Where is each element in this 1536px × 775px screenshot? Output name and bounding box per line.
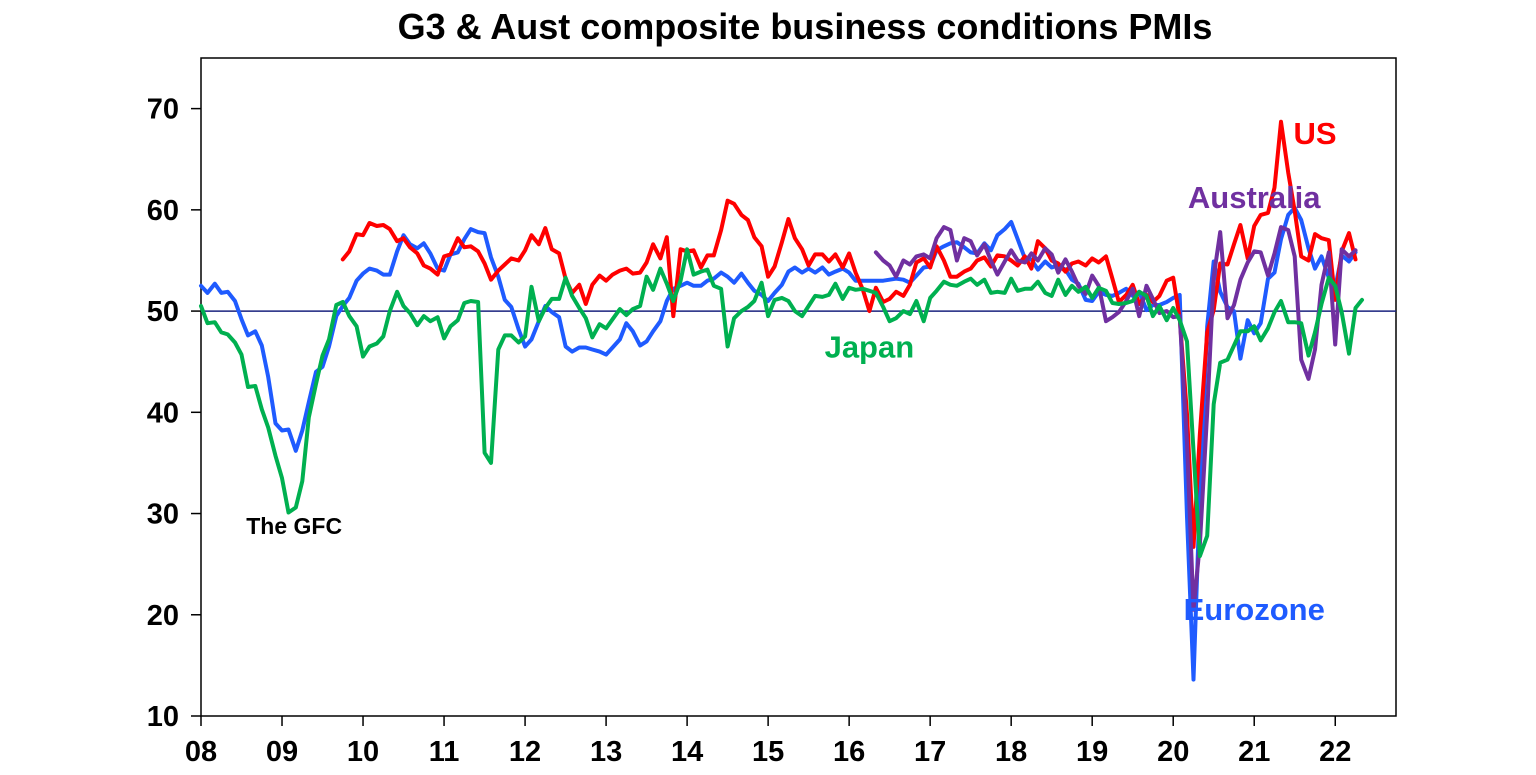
x-tick-label: 21	[1238, 736, 1270, 768]
series-label-australia: Australia	[1188, 180, 1321, 215]
x-tick-label: 08	[185, 736, 217, 768]
series-label-japan: Japan	[825, 330, 915, 365]
y-tick-label: 70	[147, 94, 179, 126]
x-tick-label: 16	[833, 736, 865, 768]
x-tick-label: 09	[266, 736, 298, 768]
x-tick-label: 12	[509, 736, 541, 768]
labels-layer: Eurozone US Australia Japan The GFC	[246, 116, 1336, 627]
x-tick-label: 18	[995, 736, 1027, 768]
y-tick-label: 50	[147, 296, 179, 328]
chart-title: G3 & Aust composite business conditions …	[397, 6, 1213, 47]
annotation-gfc: The GFC	[246, 513, 342, 539]
series-line-eurozone	[199, 205, 1358, 682]
x-tick-label: 14	[671, 736, 703, 768]
series-layer	[199, 119, 1364, 682]
series-label-eurozone: Eurozone	[1184, 592, 1325, 627]
series-line-australia	[873, 225, 1358, 612]
y-tick-label: 30	[147, 499, 179, 531]
y-axis: 10 20 30 40 50 60 70	[147, 94, 201, 733]
x-axis: 08 09 10 11 12 13 14 15 16 17 18 19 20 21 22	[185, 716, 1351, 768]
y-tick-label: 20	[147, 600, 179, 632]
x-tick-label: 20	[1157, 736, 1189, 768]
x-tick-label: 13	[590, 736, 622, 768]
x-tick-label: 17	[914, 736, 946, 768]
x-tick-label: 19	[1076, 736, 1108, 768]
x-tick-label: 11	[429, 736, 460, 768]
x-tick-label: 22	[1319, 736, 1351, 768]
series-line-japan	[199, 247, 1364, 559]
x-tick-label: 15	[752, 736, 784, 768]
y-tick-label: 60	[147, 195, 179, 227]
x-tick-label: 10	[347, 736, 379, 768]
y-tick-label: 10	[147, 701, 179, 733]
y-tick-label: 40	[147, 397, 179, 429]
series-label-us: US	[1293, 116, 1336, 151]
